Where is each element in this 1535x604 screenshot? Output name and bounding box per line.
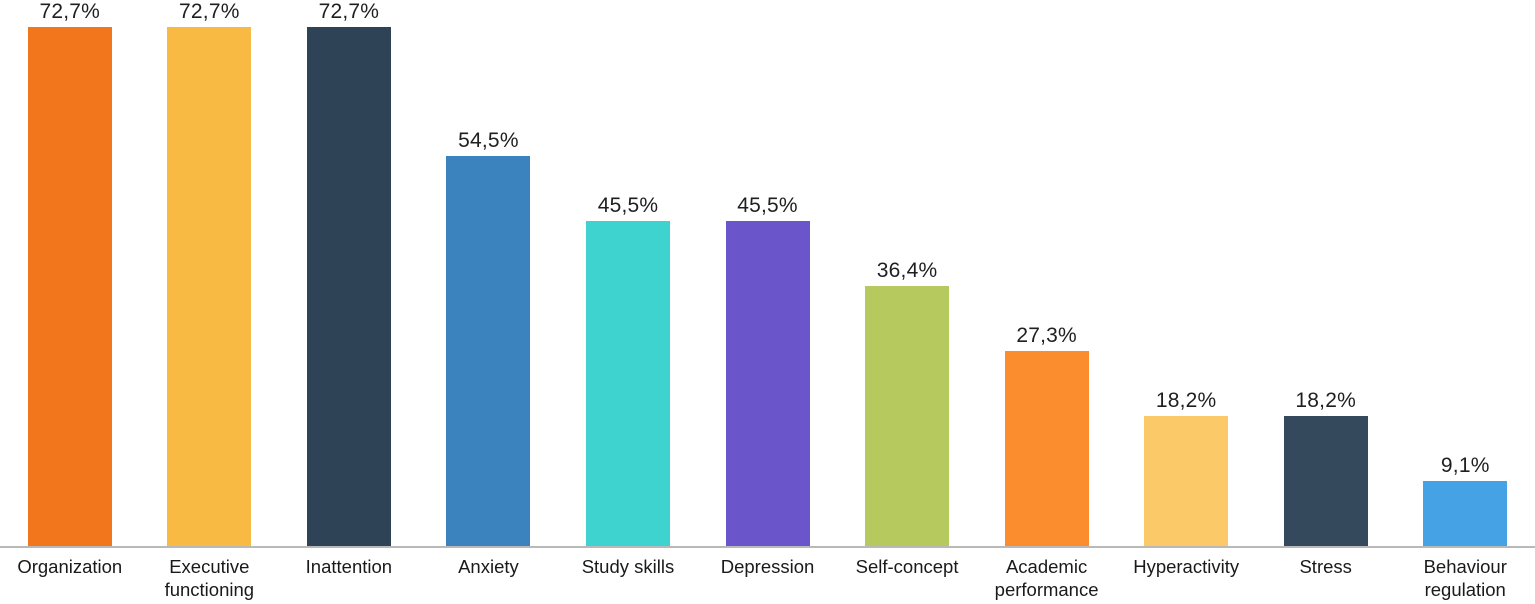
category-label-text: Behaviour regulation xyxy=(1423,556,1507,600)
bar xyxy=(446,156,531,546)
bar-group: 27,3% xyxy=(977,0,1117,546)
bar-group: 9,1% xyxy=(1395,0,1535,546)
bar xyxy=(306,27,391,546)
bar-group: 36,4% xyxy=(837,0,977,546)
bar xyxy=(865,285,950,546)
category-label-text: Self-concept xyxy=(855,556,959,577)
bar xyxy=(725,220,810,546)
bar-value-label: 54,5% xyxy=(458,129,519,153)
x-axis: Organization Executive functioning Inatten… xyxy=(0,550,1535,601)
bar-value-label: 36,4% xyxy=(876,258,938,282)
category-label-text: Academic performance xyxy=(994,556,1099,600)
category-label: Behaviour regulation xyxy=(1395,550,1535,601)
category-label: Self-concept xyxy=(837,550,977,579)
bar xyxy=(1283,415,1368,546)
bar-value-label: 9,1% xyxy=(1440,453,1490,477)
bar-value-label: 18,2% xyxy=(1295,388,1356,412)
category-label: Academic performance xyxy=(977,550,1117,601)
category-label: Depression xyxy=(698,550,838,579)
bar-group: 45,5% xyxy=(698,0,838,546)
bar-group: 72,7% xyxy=(279,0,419,546)
bar-value-label: 45,5% xyxy=(597,193,659,217)
category-label: Executive functioning xyxy=(140,550,280,601)
bar-value-label: 72,7% xyxy=(39,0,101,23)
bar-value-label: 18,2% xyxy=(1155,388,1217,412)
bar xyxy=(1004,350,1089,546)
bar xyxy=(1423,480,1508,546)
bar xyxy=(167,27,252,546)
plot-area: 72,7% 72,7% 72,7% 54,5% 45,5% 45,5% 36,4% 27,3%… xyxy=(0,0,1535,548)
category-label-text: Inattention xyxy=(305,556,393,577)
category-label: Anxiety xyxy=(419,550,559,579)
bar xyxy=(585,220,670,546)
category-label-text: Study skills xyxy=(581,556,675,577)
category-label-text: Depression xyxy=(720,556,815,577)
category-label-text: Organization xyxy=(17,556,123,577)
category-label: Inattention xyxy=(279,550,419,579)
bar-value-label: 72,7% xyxy=(318,0,380,23)
category-label: Study skills xyxy=(558,550,698,579)
bar-value-label: 45,5% xyxy=(737,193,798,217)
bar-value-label: 72,7% xyxy=(179,0,240,23)
category-label-text: Stress xyxy=(1299,556,1352,577)
bar-group: 45,5% xyxy=(558,0,698,546)
bar-group: 72,7% xyxy=(140,0,280,546)
bar xyxy=(27,27,112,546)
category-label-text: Hyperactivity xyxy=(1133,556,1240,577)
category-label: Stress xyxy=(1256,550,1396,579)
bar-group: 18,2% xyxy=(1116,0,1256,546)
bar xyxy=(1144,415,1229,546)
category-label-text: Executive functioning xyxy=(164,556,255,600)
category-label: Hyperactivity xyxy=(1116,550,1256,579)
category-label: Organization xyxy=(0,550,140,579)
category-label-text: Anxiety xyxy=(458,556,519,577)
bar-value-label: 27,3% xyxy=(1016,323,1077,347)
bar-group: 18,2% xyxy=(1256,0,1396,546)
bar-group: 72,7% xyxy=(0,0,140,546)
bar-group: 54,5% xyxy=(419,0,559,546)
